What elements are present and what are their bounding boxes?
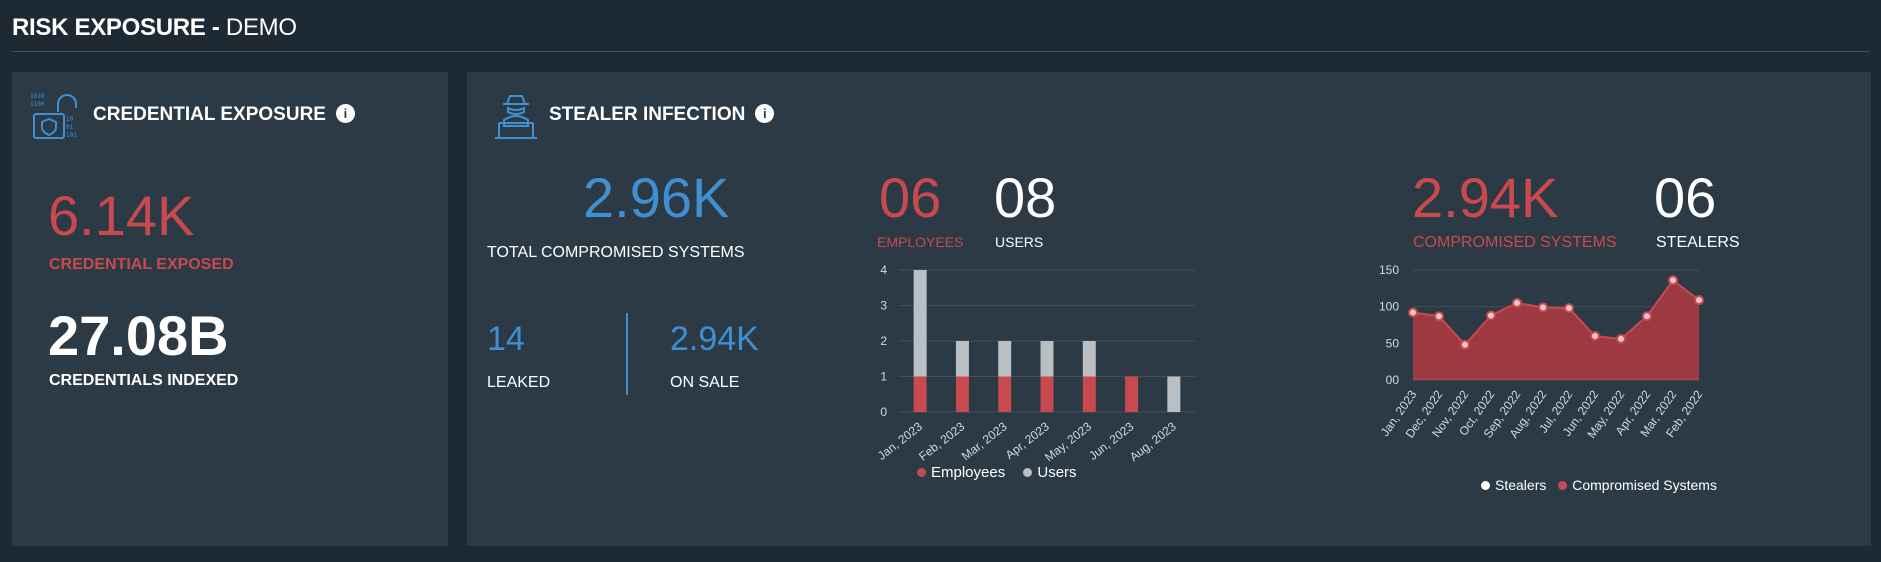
stealer-infection-title-text: STEALER INFECTION [549, 104, 746, 125]
compromised-systems-line [1412, 278, 1700, 347]
legend-item-employees[interactable]: Employees [917, 464, 1005, 481]
page-title-org: DEMO [225, 14, 297, 41]
hacker-laptop-icon [495, 95, 537, 139]
svg-text:1010: 1010 [30, 93, 45, 100]
compromised-systems-point[interactable] [1694, 295, 1704, 306]
bar-employees[interactable] [1040, 376, 1054, 413]
users-value: 08 [994, 166, 1057, 229]
bar-employees[interactable] [998, 376, 1012, 413]
legend-dot-stealers [1481, 481, 1490, 490]
bar-y-tick-label: 1 [880, 370, 887, 384]
area-y-tick-label: 100 [1379, 300, 1399, 314]
compromised-systems-point[interactable] [1616, 333, 1626, 344]
bar-users[interactable] [1040, 341, 1054, 377]
stealer-infection-panel: STEALER INFECTION i 2.96K TOTAL COMPROMIS… [467, 72, 1871, 546]
credential-lock-icon: 1010 1100 10 01 101 [30, 93, 77, 139]
bar-employees[interactable] [1125, 376, 1139, 413]
stat-divider [626, 313, 628, 395]
area-y-tick-label: 150 [1379, 263, 1399, 277]
area-y-tick-label: 50 [1386, 336, 1400, 350]
bar-users[interactable] [1167, 376, 1181, 413]
bar-y-tick-label: 4 [880, 263, 887, 277]
area-chart-legend: Stealers Compromised Systems [1481, 477, 1731, 493]
svg-text:10: 10 [66, 116, 74, 123]
legend-dot-employees [917, 468, 926, 477]
compromised-systems-area [1413, 280, 1699, 380]
legend-label-users: Users [1037, 464, 1077, 481]
compromised-systems-value: 2.94K [1412, 166, 1559, 229]
credential-exposure-title-text: CREDENTIAL EXPOSURE [93, 104, 326, 125]
credential-exposure-title: CREDENTIAL EXPOSURE i [93, 104, 355, 126]
compromised-systems-point[interactable] [1460, 339, 1470, 350]
bar-y-tick-label: 0 [880, 405, 887, 419]
bar-users[interactable] [913, 270, 927, 377]
info-icon[interactable]: i [755, 104, 775, 123]
bar-users[interactable] [1082, 341, 1096, 377]
legend-item-stealers[interactable]: Stealers [1481, 477, 1546, 493]
credential-exposed-label: CREDENTIAL EXPOSED [49, 256, 234, 273]
compromised-systems-point[interactable] [1538, 302, 1548, 313]
legend-label-compromised-systems: Compromised Systems [1572, 477, 1717, 493]
compromised-systems-point[interactable] [1590, 331, 1600, 341]
compromised-systems-point[interactable] [1434, 311, 1444, 322]
compromised-systems-point[interactable] [1668, 275, 1678, 286]
svg-text:01: 01 [66, 124, 74, 131]
bar-users[interactable] [998, 341, 1012, 377]
legend-item-users[interactable]: Users [1023, 464, 1077, 481]
stealer-infection-title: STEALER INFECTION i [549, 104, 775, 126]
bar-users[interactable] [955, 341, 969, 377]
area-y-tick-label: 00 [1386, 373, 1400, 387]
info-icon[interactable]: i [335, 104, 355, 123]
compromised-systems-point[interactable] [1642, 311, 1652, 322]
legend-item-compromised-systems[interactable]: Compromised Systems [1558, 477, 1717, 493]
compromised-systems-point[interactable] [1408, 307, 1418, 318]
compromised-systems-label: COMPROMISED SYSTEMS [1413, 234, 1617, 251]
legend-dot-compromised-systems [1558, 481, 1568, 490]
page-title: RISK EXPOSURE - DEMO [12, 14, 297, 42]
bar-y-tick-label: 3 [880, 299, 887, 313]
stealers-value: 06 [1654, 166, 1717, 229]
svg-text:101: 101 [66, 132, 77, 139]
page-header: RISK EXPOSURE - DEMO [12, 8, 1869, 52]
page-title-main: RISK EXPOSURE - [12, 14, 226, 41]
credentials-indexed-value: 27.08B [48, 304, 229, 367]
leaked-label: LEAKED [487, 374, 551, 391]
bar-x-tick-label: Aug, 2023 [1127, 419, 1179, 464]
bar-employees[interactable] [955, 376, 969, 413]
svg-text:1100: 1100 [30, 101, 45, 108]
users-label: USERS [995, 234, 1044, 250]
employees-label: EMPLOYEES [877, 234, 964, 250]
stealers-label: STEALERS [1656, 234, 1740, 251]
bar-chart-legend: Employees Users [917, 464, 1091, 481]
bar-employees[interactable] [913, 376, 927, 413]
legend-label-employees: Employees [931, 464, 1006, 481]
credentials-indexed-label: CREDENTIALS INDEXED [49, 372, 239, 389]
compromised-systems-point[interactable] [1564, 303, 1574, 314]
credential-exposure-panel: 1010 1100 10 01 101 CREDENTIAL EXPOSURE i… [12, 72, 448, 546]
credential-exposed-value: 6.14K [48, 184, 195, 247]
bar-x-tick-label: May, 2023 [1042, 419, 1094, 464]
leaked-value: 14 [487, 320, 525, 358]
bar-x-tick-label: Feb, 2023 [916, 419, 967, 464]
bar-x-tick-label: Mar, 2023 [959, 419, 1010, 463]
compromised-systems-point[interactable] [1486, 310, 1496, 321]
total-compromised-label: TOTAL COMPROMISED SYSTEMS [487, 244, 745, 261]
on-sale-value: 2.94K [670, 320, 759, 358]
compromised-systems-point[interactable] [1512, 298, 1522, 308]
total-compromised-value: 2.96K [583, 166, 730, 229]
bar-y-tick-label: 2 [880, 334, 887, 348]
legend-label-stealers: Stealers [1495, 477, 1547, 493]
on-sale-label: ON SALE [670, 374, 740, 391]
employees-value: 06 [879, 166, 942, 229]
bar-employees[interactable] [1082, 376, 1096, 413]
legend-dot-users [1023, 468, 1033, 477]
